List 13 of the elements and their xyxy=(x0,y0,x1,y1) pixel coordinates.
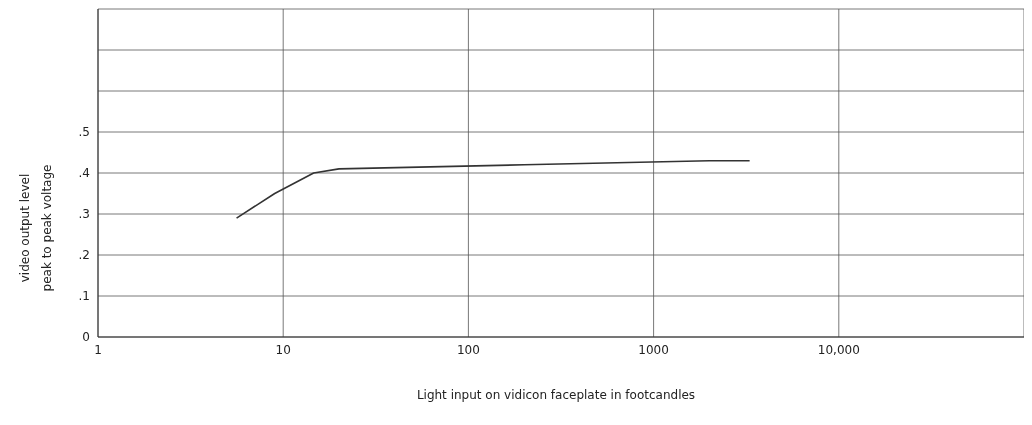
x-tick-label: 10 xyxy=(275,342,291,357)
y-tick-label: .5 xyxy=(78,125,90,140)
y-axis-title: video output level peak to peak voltage xyxy=(17,163,55,294)
y-tick-label: .4 xyxy=(78,166,90,181)
x-tick-label: 1 xyxy=(94,342,102,357)
y-tick-label: .1 xyxy=(78,289,90,304)
y-tick-label: .3 xyxy=(78,207,90,222)
x-tick-label: 10,000 xyxy=(817,342,860,357)
y-tick-label: 0 xyxy=(82,330,90,345)
x-tick-label: 100 xyxy=(456,342,480,357)
x-tick-label: 1000 xyxy=(638,342,669,357)
x-axis-title: Light input on vidicon faceplate in footcandles xyxy=(415,388,697,402)
y-tick-label: .2 xyxy=(78,248,90,263)
